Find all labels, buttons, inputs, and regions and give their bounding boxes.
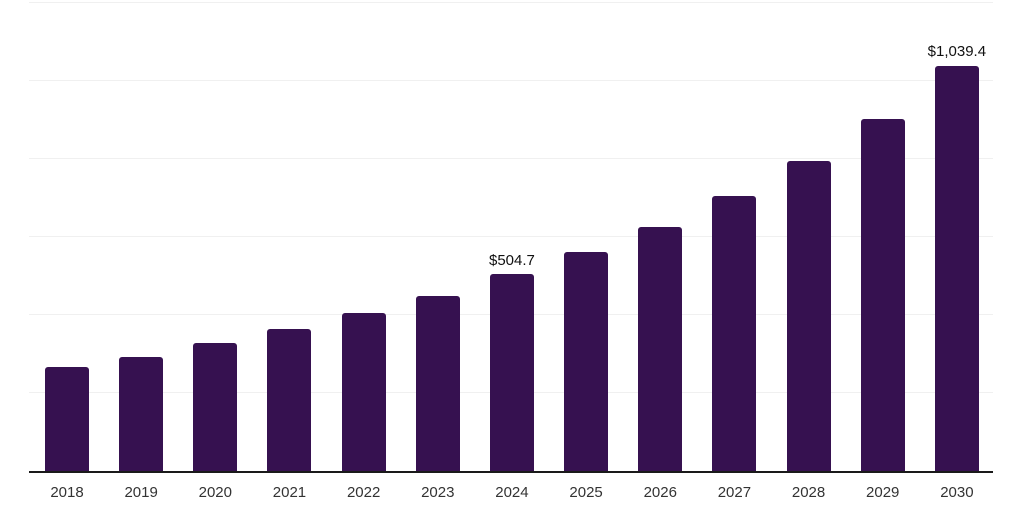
- bar-2020: [193, 343, 238, 471]
- bar-2027: [712, 195, 757, 471]
- x-tick-2026: 2026: [643, 484, 677, 501]
- x-tick-2021: 2021: [272, 484, 307, 501]
- x-tick-2028: 2028: [791, 484, 826, 501]
- x-tick-2029: 2029: [866, 484, 900, 501]
- x-tick-2030: 2030: [940, 484, 974, 501]
- bar-2029: [860, 119, 905, 471]
- bar-value-label-2030: $1,039.4: [927, 43, 987, 61]
- bar-2030: $1,039.4: [928, 44, 986, 471]
- bar-2024: $504.7: [489, 252, 535, 471]
- plot-area: $504.7 $1,039.4: [29, 2, 993, 473]
- bar-2025: [564, 252, 609, 471]
- x-tick-2022: 2022: [346, 484, 381, 501]
- x-tick-2023: 2023: [421, 484, 455, 501]
- bar-2018: [45, 366, 89, 471]
- x-tick-2027: 2027: [717, 484, 752, 501]
- x-tick-2018: 2018: [50, 484, 84, 501]
- bar-value-label-2024: $504.7: [488, 251, 535, 269]
- bar-2022: [341, 312, 386, 471]
- bar-2023: [415, 295, 460, 471]
- x-tick-2025: 2025: [569, 484, 603, 501]
- x-tick-2020: 2020: [198, 484, 232, 501]
- bars-row: $504.7 $1,039.4: [29, 3, 993, 471]
- bar-2026: [638, 226, 683, 471]
- x-tick-2019: 2019: [124, 484, 158, 501]
- bar-2028: [786, 161, 831, 471]
- bar-2021: [267, 328, 312, 471]
- x-tick-2024: 2024: [495, 484, 529, 501]
- x-axis: 2018 2019 2020 2021 2022 2023 2024 2025 2026 2027…: [29, 484, 993, 502]
- bar-2019: [119, 356, 164, 471]
